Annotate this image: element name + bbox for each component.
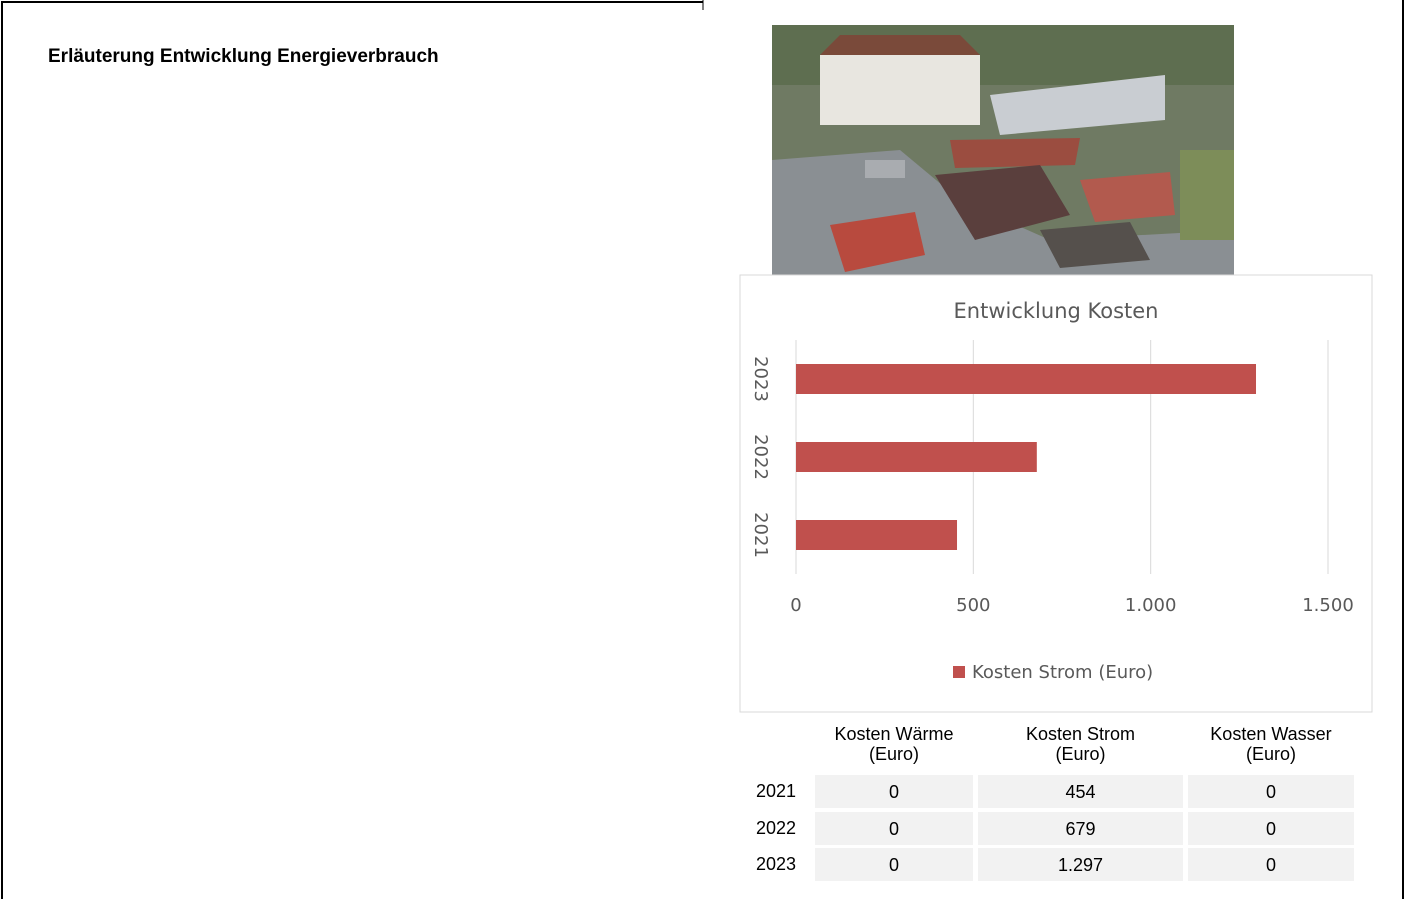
legend-label: Kosten Strom (Euro) xyxy=(972,662,1153,683)
bar xyxy=(796,520,958,550)
y-tick-label: 2023 xyxy=(750,356,771,402)
table-cell: 454 xyxy=(978,775,1183,808)
column-header: Kosten Strom (Euro) xyxy=(978,720,1183,768)
table-cell: 0 xyxy=(1188,848,1354,881)
table-cell: 0 xyxy=(815,812,973,845)
column-header: Kosten Wasser (Euro) xyxy=(1188,720,1354,768)
row-label: 2021 xyxy=(755,781,797,801)
chart-title: Entwicklung Kosten xyxy=(954,299,1159,323)
column-header: Kosten Wärme (Euro) xyxy=(815,720,973,768)
y-tick-label: 2022 xyxy=(750,434,771,480)
table-cell: 1.297 xyxy=(978,848,1183,881)
aerial-photo xyxy=(772,25,1234,275)
table-cell: 0 xyxy=(1188,775,1354,808)
bar xyxy=(796,442,1037,472)
y-tick-label: 2021 xyxy=(750,512,771,558)
x-tick-label: 0 xyxy=(790,595,801,616)
column-header-text: Kosten Wasser (Euro) xyxy=(1210,724,1332,764)
x-tick-label: 1.000 xyxy=(1125,595,1177,616)
heading: Erläuterung Entwicklung Energieverbrauch xyxy=(48,46,439,67)
table-cell: 679 xyxy=(978,812,1183,845)
row-label: 2022 xyxy=(755,818,797,838)
x-tick-label: 1.500 xyxy=(1302,595,1354,616)
column-header-text: Kosten Strom (Euro) xyxy=(1025,724,1136,764)
chart-frame xyxy=(739,274,1373,713)
column-header-text: Kosten Wärme (Euro) xyxy=(834,724,954,764)
table-cell: 0 xyxy=(815,848,973,881)
legend-swatch xyxy=(953,666,965,678)
bar xyxy=(796,364,1257,394)
x-tick-label: 500 xyxy=(956,595,990,616)
row-label: 2023 xyxy=(755,854,797,874)
table-cell: 0 xyxy=(815,775,973,808)
table-cell: 0 xyxy=(1188,812,1354,845)
